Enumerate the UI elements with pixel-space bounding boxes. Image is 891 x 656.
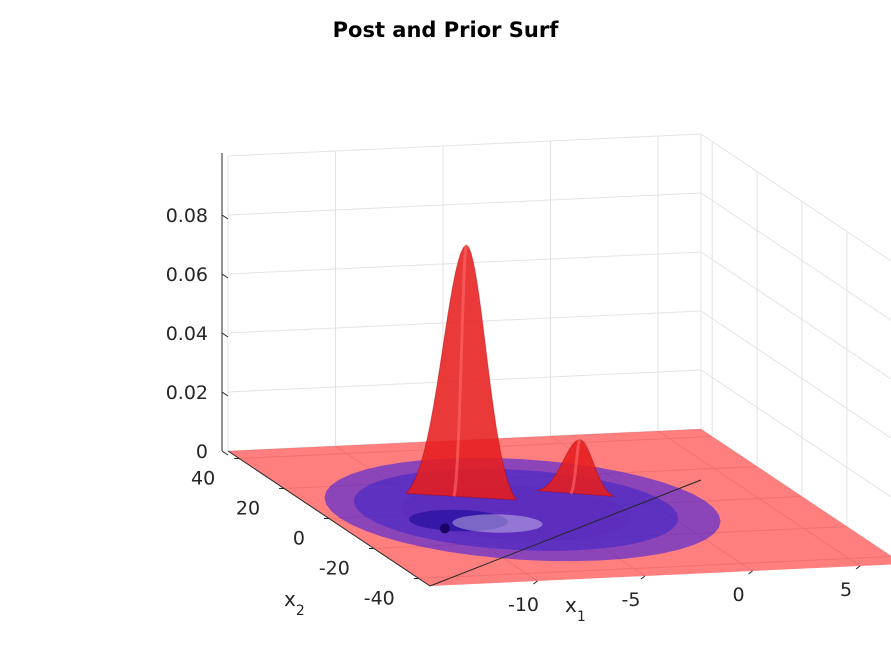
x1-tick	[748, 570, 753, 575]
z-tick-label: 0.08	[166, 205, 208, 227]
x1-tick-label: 5	[840, 579, 852, 601]
prior-main-peak	[404, 244, 518, 501]
z-tick-label: 0	[196, 441, 208, 463]
side-wall-gridline-z	[700, 133, 891, 262]
posterior-peak	[408, 496, 509, 532]
surface-highlight	[452, 514, 543, 533]
x2-tick-label: 0	[293, 528, 305, 550]
z-tick-label: 0.02	[166, 382, 208, 404]
x2-tick-label: 20	[236, 498, 260, 520]
x1-tick	[533, 580, 538, 585]
x2-tick-label: -40	[364, 588, 395, 610]
x2-tick-label: 40	[191, 468, 215, 490]
x1-tick-label: -5	[622, 589, 641, 611]
back-wall-gridline-z	[227, 192, 702, 216]
z-tick-label: 0.04	[166, 323, 208, 345]
x1-tick-label: -10	[508, 594, 539, 616]
posterior-marker	[439, 523, 450, 534]
side-wall-gridline-z	[700, 251, 891, 380]
x1-tick	[855, 565, 861, 570]
z-tick-label: 0.06	[166, 264, 208, 286]
z-tick	[221, 332, 229, 338]
z-tick	[221, 214, 229, 220]
z-tick	[221, 391, 229, 397]
side-wall-gridline-z	[700, 369, 891, 498]
tick-labels: -10 -5 0 5 -40 -20 0 20 40 0 0.02 0.04 0.06 0.08	[166, 205, 861, 616]
x1-tick	[640, 575, 646, 580]
chart-title: Post and Prior Surf	[332, 18, 559, 42]
x2-axis-label: x2	[284, 587, 305, 619]
x2-tick-label: -20	[319, 558, 350, 580]
z-tick	[221, 450, 229, 456]
back-wall-gridline-z	[227, 133, 702, 157]
x1-axis-line	[429, 479, 702, 587]
side-wall-gridline-z	[700, 192, 891, 321]
x1-tick-label: 0	[732, 584, 744, 606]
side-wall-gridline-z	[700, 310, 891, 439]
z-tick	[221, 273, 229, 279]
prior-secondary-peak	[536, 438, 615, 498]
x1-axis-label: x1	[565, 593, 586, 625]
surface	[228, 244, 891, 586]
